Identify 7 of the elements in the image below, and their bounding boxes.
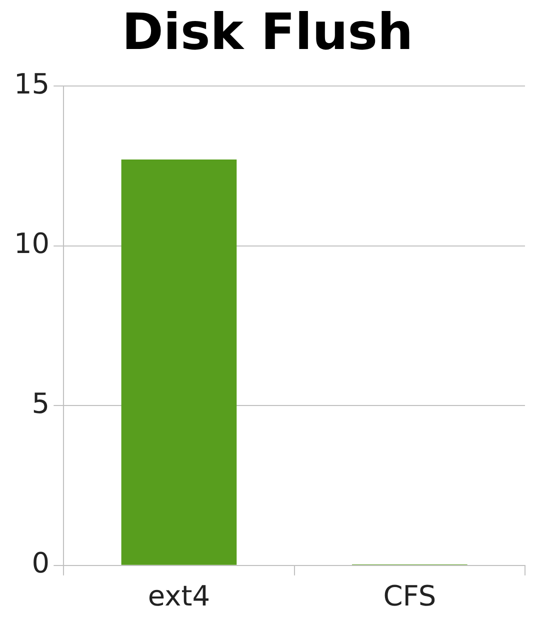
x-tick-label: CFS (383, 579, 436, 612)
y-tick-label: 0 (32, 546, 50, 580)
y-tick-label: 5 (32, 386, 50, 420)
y-tick-label: 10 (14, 227, 50, 260)
chart-title: Disk Flush (122, 2, 414, 61)
y-tick-label: 15 (14, 67, 50, 100)
x-tick-label: ext4 (148, 579, 210, 612)
